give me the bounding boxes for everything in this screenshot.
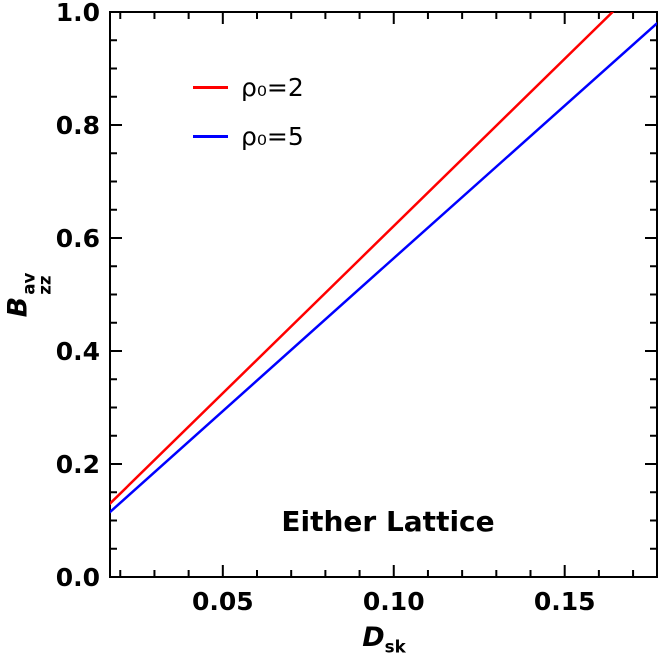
legend: ρ₀=2 ρ₀=5 — [193, 73, 304, 151]
legend-item: ρ₀=5 — [193, 122, 304, 151]
series-line-0 — [110, 12, 614, 505]
y-tick-label: 0.2 — [56, 450, 100, 479]
plot-annotation: Either Lattice — [281, 505, 495, 538]
x-axis-label-sub: sk — [384, 636, 406, 657]
legend-label: ρ₀=5 — [241, 122, 304, 151]
y-tick-label: 0.0 — [56, 563, 100, 592]
y-axis-label-base: B — [2, 296, 34, 318]
legend-line-swatch — [193, 135, 228, 138]
series-line-1 — [110, 22, 657, 514]
x-tick-label: 0.15 — [534, 587, 596, 616]
y-tick-label: 0.6 — [56, 224, 100, 253]
x-axis-label: Dsk — [362, 622, 406, 656]
y-tick-label: 0.8 — [56, 111, 100, 140]
legend-line-swatch — [193, 86, 228, 89]
x-tick-label: 0.10 — [363, 587, 425, 616]
y-tick-label: 0.4 — [56, 337, 100, 366]
y-tick-label: 1.0 — [56, 0, 100, 27]
legend-label: ρ₀=2 — [241, 73, 304, 102]
y-axis-label-sub: zz — [34, 275, 55, 295]
x-tick-label: 0.05 — [192, 587, 254, 616]
y-axis-label-scripts: av zz — [18, 273, 55, 295]
legend-item: ρ₀=2 — [193, 73, 304, 102]
x-axis-label-base: D — [362, 622, 385, 653]
